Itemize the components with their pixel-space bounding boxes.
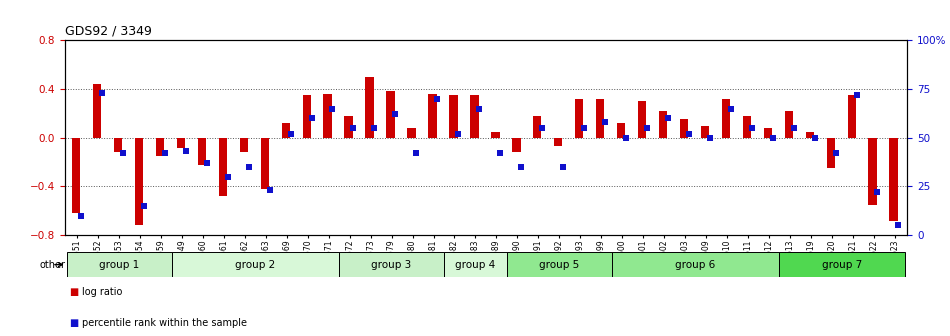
Bar [198, 138, 206, 165]
Bar [93, 84, 102, 138]
Bar [533, 116, 542, 138]
Bar [826, 138, 835, 168]
Text: group 3: group 3 [371, 260, 411, 269]
Bar [172, 252, 339, 277]
Bar [806, 132, 814, 138]
Bar [617, 123, 625, 138]
Bar [722, 99, 731, 138]
Text: group 4: group 4 [455, 260, 496, 269]
Bar [156, 138, 164, 156]
Text: other: other [39, 260, 65, 269]
Bar [114, 138, 123, 153]
Bar [575, 99, 583, 138]
Bar [743, 116, 751, 138]
Bar [612, 252, 779, 277]
Bar [177, 138, 185, 148]
Bar [218, 138, 227, 196]
Bar [847, 95, 856, 138]
Text: log ratio: log ratio [82, 287, 122, 297]
Bar [135, 138, 143, 225]
Bar [637, 101, 646, 138]
Text: group 6: group 6 [675, 260, 715, 269]
Bar [444, 252, 507, 277]
Bar [387, 91, 395, 138]
Text: ■: ■ [69, 318, 79, 328]
Bar [239, 138, 248, 153]
Text: GDS92 / 3349: GDS92 / 3349 [65, 25, 151, 38]
Bar [764, 128, 772, 138]
Bar [345, 116, 352, 138]
Text: ■: ■ [69, 287, 79, 297]
Bar [302, 95, 311, 138]
Bar [868, 138, 877, 205]
Bar [507, 252, 612, 277]
Bar [260, 138, 269, 189]
Bar [366, 77, 373, 138]
Bar [659, 111, 667, 138]
Bar [889, 138, 898, 221]
Bar [428, 94, 437, 138]
Bar [512, 138, 521, 153]
Bar [491, 132, 500, 138]
Text: group 1: group 1 [99, 260, 140, 269]
Bar [779, 252, 905, 277]
Bar [701, 126, 709, 138]
Bar [680, 120, 688, 138]
Text: group 2: group 2 [236, 260, 276, 269]
Text: percentile rank within the sample: percentile rank within the sample [82, 318, 247, 328]
Text: group 5: group 5 [540, 260, 580, 269]
Bar [281, 123, 290, 138]
Bar [66, 252, 172, 277]
Bar [323, 94, 332, 138]
Bar [408, 128, 416, 138]
Text: group 7: group 7 [822, 260, 863, 269]
Bar [596, 99, 604, 138]
Bar [72, 138, 81, 213]
Bar [785, 111, 793, 138]
Bar [339, 252, 444, 277]
Bar [449, 95, 458, 138]
Bar [470, 95, 479, 138]
Bar [554, 138, 562, 146]
